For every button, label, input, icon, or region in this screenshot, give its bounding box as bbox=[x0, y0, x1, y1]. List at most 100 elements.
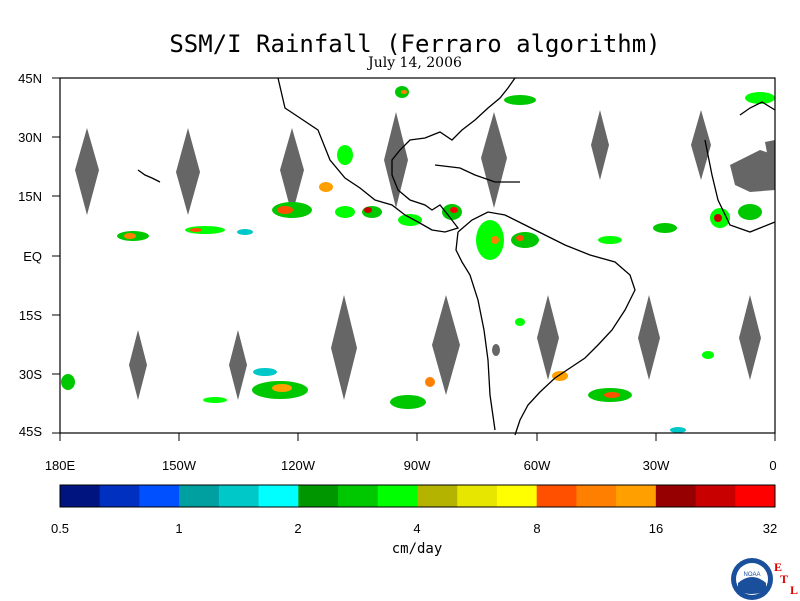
colorbar-tick-label: 1 bbox=[175, 521, 183, 536]
colorbar-swatch bbox=[377, 485, 418, 507]
rain-cluster bbox=[61, 374, 75, 390]
lon-label: 120W bbox=[281, 458, 315, 473]
colorbar-swatch bbox=[536, 485, 577, 507]
colorbar-swatch bbox=[616, 485, 657, 507]
lon-label: 90W bbox=[403, 458, 431, 473]
colorbar-swatch bbox=[735, 485, 776, 507]
map-date: July 14, 2006 bbox=[368, 55, 462, 71]
colorbar-frame bbox=[59, 484, 776, 508]
colorbar-tick-label: 8 bbox=[533, 521, 541, 536]
colorbar-tick-label: 4 bbox=[413, 521, 421, 536]
noaa-logo-text: NOAA bbox=[743, 572, 760, 578]
colorbar-swatch bbox=[179, 485, 220, 507]
rain-cluster bbox=[277, 206, 293, 214]
plot-frame bbox=[59, 77, 776, 434]
colorbar-tick-label: 16 bbox=[648, 521, 664, 536]
rain-cluster bbox=[401, 90, 407, 94]
swath-gap bbox=[384, 112, 408, 208]
colorbar-tick-label: 2 bbox=[294, 521, 302, 536]
swath-gap bbox=[331, 295, 357, 400]
swath-gap bbox=[129, 330, 147, 400]
caribbean-islands bbox=[434, 164, 520, 183]
lat-label: 30S bbox=[18, 367, 42, 382]
colorbar-swatch bbox=[99, 485, 140, 507]
lon-label: 180E bbox=[44, 458, 76, 473]
lon-label: 30W bbox=[642, 458, 670, 473]
rain-cluster bbox=[203, 397, 227, 403]
rain-cluster bbox=[492, 344, 500, 356]
rain-cluster bbox=[390, 395, 426, 409]
colorbar-swatch bbox=[139, 485, 180, 507]
colorbar-swatch bbox=[298, 485, 339, 507]
rain-cluster bbox=[362, 206, 382, 218]
rain-cluster bbox=[653, 223, 677, 233]
swath-gap bbox=[176, 128, 200, 215]
lon-label: 150W bbox=[162, 458, 196, 473]
north-america-coast bbox=[277, 77, 516, 233]
etl-letter: L bbox=[790, 583, 799, 597]
rain-cluster bbox=[337, 145, 353, 165]
colorbar bbox=[60, 485, 776, 507]
swath-gap bbox=[537, 295, 559, 380]
rain-cluster bbox=[425, 377, 435, 387]
rain-cluster bbox=[604, 392, 620, 398]
colorbar-swatch bbox=[496, 485, 538, 507]
swath-gap bbox=[229, 330, 247, 400]
rain-cluster bbox=[702, 351, 714, 359]
swath-gap bbox=[432, 295, 460, 395]
axis-ticks bbox=[52, 77, 776, 441]
colorbar-swatch bbox=[655, 485, 697, 507]
rain-cluster bbox=[516, 235, 524, 241]
lon-label: 0 bbox=[769, 458, 777, 473]
lat-label: 45N bbox=[18, 71, 42, 86]
rain-cluster bbox=[364, 207, 372, 213]
africa-coast bbox=[704, 139, 776, 233]
swath-gap bbox=[75, 128, 99, 215]
colorbar-units: cm/day bbox=[391, 541, 443, 557]
etl-letter: T bbox=[780, 572, 789, 586]
rain-cluster bbox=[738, 204, 762, 220]
rain-cluster bbox=[491, 236, 499, 244]
swath-gap bbox=[481, 112, 507, 208]
colorbar-tick-label: 0.5 bbox=[50, 521, 70, 536]
swath-gap bbox=[638, 295, 660, 380]
hawaii bbox=[137, 169, 161, 183]
rain-cluster bbox=[253, 368, 277, 376]
colorbar-swatch bbox=[457, 485, 498, 507]
rain-cluster bbox=[272, 384, 292, 392]
swath-gap bbox=[739, 295, 761, 380]
colorbar-swatch bbox=[218, 485, 260, 507]
rain-cluster bbox=[670, 427, 686, 433]
rain-cluster bbox=[450, 207, 458, 213]
rain-cluster bbox=[552, 371, 568, 381]
rain-clusters bbox=[61, 86, 775, 433]
colorbar-swatch bbox=[338, 485, 379, 507]
swath-gap bbox=[280, 128, 304, 215]
rain-cluster bbox=[511, 232, 539, 248]
rain-cluster bbox=[714, 214, 722, 222]
lat-label: 45S bbox=[18, 424, 42, 439]
colorbar-swatch bbox=[60, 485, 101, 507]
south-america-coast bbox=[455, 211, 636, 436]
noaa-logo: NOAA bbox=[731, 558, 773, 600]
rain-cluster bbox=[504, 95, 536, 105]
colorbar-tick-label: 32 bbox=[762, 521, 778, 536]
rain-cluster bbox=[319, 182, 333, 192]
rain-cluster bbox=[515, 318, 525, 326]
swath-gap bbox=[691, 110, 711, 180]
lat-label: 30N bbox=[18, 130, 42, 145]
coastlines bbox=[137, 77, 776, 436]
rain-cluster bbox=[237, 229, 253, 235]
lat-label: 15S bbox=[18, 308, 42, 323]
colorbar-swatch bbox=[417, 485, 458, 507]
rain-cluster bbox=[124, 233, 136, 239]
europe-coast bbox=[739, 101, 776, 116]
rain-cluster bbox=[598, 236, 622, 244]
rain-cluster bbox=[476, 220, 504, 260]
rain-cluster bbox=[745, 92, 775, 104]
rain-cluster bbox=[185, 226, 225, 234]
colorbar-swatch bbox=[695, 485, 736, 507]
colorbar-swatch bbox=[576, 485, 617, 507]
lat-label: 15N bbox=[18, 189, 42, 204]
